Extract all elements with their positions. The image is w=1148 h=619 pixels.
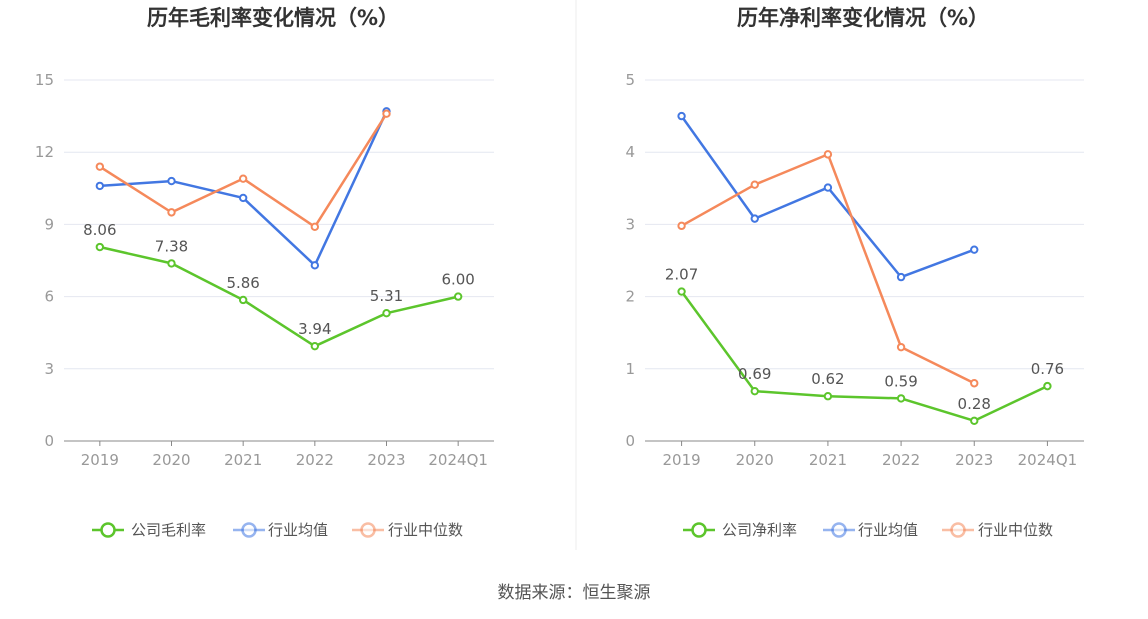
- series-line-company: [99, 245, 459, 348]
- data-point-median: [310, 222, 320, 232]
- data-point-average: [238, 193, 248, 203]
- legend-marker: [100, 522, 116, 538]
- y-tick-label: 3: [44, 360, 54, 378]
- series-line-median: [99, 113, 388, 229]
- legend-label: 行业均值: [858, 521, 918, 539]
- x-tick-label: 2020: [152, 451, 190, 469]
- x-tick-label: 2019: [81, 451, 119, 469]
- data-label: 0.28: [958, 395, 991, 413]
- x-tick-label: 2020: [736, 451, 774, 469]
- series-line-company: [680, 290, 1048, 423]
- data-label: 0.69: [738, 365, 771, 383]
- data-point-average: [970, 245, 979, 254]
- legend-item-median[interactable]: 行业中位数: [942, 521, 1053, 539]
- data-label: 3.94: [298, 320, 331, 338]
- data-point-median: [896, 342, 906, 352]
- data-point-company: [677, 287, 686, 296]
- data-point-average: [823, 183, 833, 192]
- data-point-average: [310, 261, 320, 270]
- data-point-company: [1043, 381, 1052, 391]
- data-point-average: [896, 272, 906, 282]
- legend-item-company[interactable]: 公司毛利率: [92, 521, 206, 539]
- data-point-average: [750, 214, 759, 223]
- data-point-median: [750, 180, 759, 189]
- data-point-company: [238, 295, 248, 305]
- data-point-company: [896, 394, 906, 403]
- data-point-median: [382, 109, 391, 118]
- y-tick-label: 15: [35, 71, 54, 89]
- x-tick-label: 2022: [296, 451, 334, 469]
- legend-label: 行业均值: [268, 521, 328, 539]
- data-label: 8.06: [83, 221, 116, 239]
- x-tick-label: 2021: [224, 451, 262, 469]
- legend-item-company[interactable]: 公司净利率: [683, 521, 797, 539]
- data-point-median: [970, 379, 979, 388]
- legend-label: 行业中位数: [978, 521, 1053, 539]
- legend-label: 公司净利率: [722, 521, 797, 539]
- legend-label: 公司毛利率: [131, 521, 206, 539]
- legend-marker: [691, 522, 707, 538]
- y-tick-label: 5: [625, 71, 635, 89]
- data-point-company: [970, 416, 979, 425]
- data-label: 0.62: [811, 370, 844, 388]
- x-tick-label: 2022: [882, 451, 920, 469]
- data-point-company: [382, 309, 391, 318]
- data-point-average: [677, 111, 686, 121]
- y-tick-label: 6: [44, 288, 54, 306]
- chart-title: 历年净利率变化情况（%）: [737, 6, 989, 30]
- x-tick-label: 2023: [367, 451, 405, 469]
- x-tick-label: 2024Q1: [1018, 451, 1078, 469]
- y-tick-label: 9: [44, 215, 54, 233]
- data-point-company: [95, 242, 105, 252]
- y-tick-label: 3: [625, 215, 635, 233]
- legend-marker: [950, 522, 966, 538]
- data-label: 0.76: [1031, 360, 1064, 378]
- x-tick-label: 2021: [809, 451, 847, 469]
- y-tick-label: 0: [44, 432, 54, 450]
- data-point-median: [823, 150, 833, 159]
- data-point-median: [677, 221, 686, 231]
- data-point-company: [453, 292, 463, 301]
- net-margin-chart: 历年净利率变化情况（%） 0 1 2 3 4 5 2019 2020 2021 2022 2023 20…: [625, 6, 1084, 539]
- data-point-median: [95, 162, 105, 171]
- legend-item-median[interactable]: 行业中位数: [352, 521, 463, 539]
- y-tick-label: 4: [625, 143, 635, 161]
- data-point-median: [238, 174, 248, 183]
- data-label: 2.07: [665, 266, 698, 284]
- data-point-average: [95, 181, 105, 191]
- y-tick-label: 1: [625, 360, 635, 378]
- source-note: 数据来源：恒生聚源: [498, 583, 651, 603]
- y-tick-label: 2: [625, 288, 635, 306]
- data-label: 7.38: [155, 237, 188, 255]
- legend-marker: [241, 522, 257, 538]
- chart-title: 历年毛利率变化情况（%）: [147, 6, 399, 30]
- data-point-company: [167, 259, 176, 268]
- legend-item-average[interactable]: 行业均值: [233, 521, 328, 539]
- series-line-average: [680, 115, 975, 279]
- data-point-company: [823, 392, 833, 401]
- legend-item-average[interactable]: 行业均值: [823, 521, 918, 539]
- legend-marker: [360, 522, 376, 538]
- y-tick-label: 12: [35, 143, 54, 161]
- data-label: 0.59: [884, 372, 917, 390]
- data-point-average: [167, 176, 176, 186]
- series-line-average: [99, 110, 388, 267]
- data-point-median: [167, 208, 176, 217]
- data-point-company: [750, 386, 759, 396]
- data-label: 5.31: [370, 287, 403, 305]
- data-point-company: [310, 341, 320, 351]
- gross-margin-chart: 历年毛利率变化情况（%） 0 3 6 9 12 15 2019 2020 2021 2022 2023…: [35, 6, 494, 539]
- y-tick-label: 0: [625, 432, 635, 450]
- data-label: 6.00: [441, 271, 474, 289]
- legend-label: 行业中位数: [388, 521, 463, 539]
- x-tick-label: 2019: [662, 451, 700, 469]
- x-tick-label: 2024Q1: [428, 451, 488, 469]
- legend-marker: [831, 522, 847, 538]
- x-tick-label: 2023: [955, 451, 993, 469]
- data-label: 5.86: [226, 274, 259, 292]
